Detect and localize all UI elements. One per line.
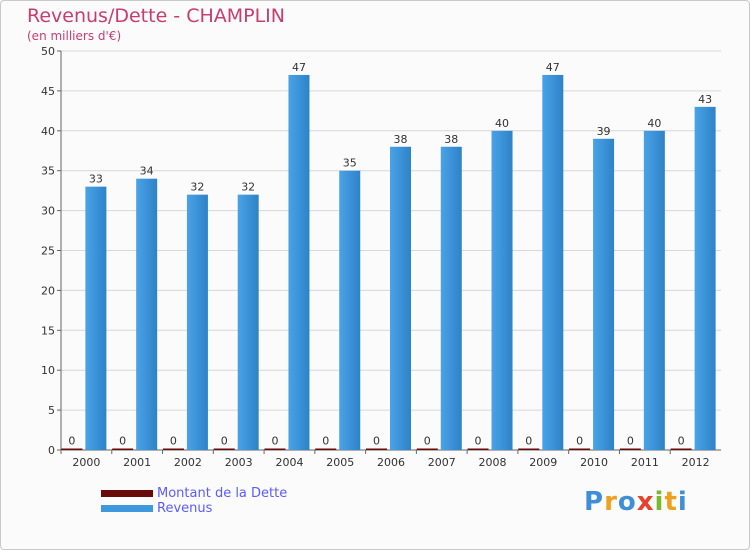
y-tick-label: 5 <box>48 404 55 417</box>
data-label-dette: 0 <box>678 435 685 448</box>
bar-dette <box>671 449 692 451</box>
logo-letter: r <box>604 487 618 517</box>
bar-revenus <box>390 147 411 450</box>
bar-revenus <box>644 131 665 450</box>
x-tick-label: 2008 <box>479 456 507 469</box>
bar-revenus <box>136 179 157 450</box>
bar-dette <box>264 449 285 451</box>
x-tick-label: 2001 <box>123 456 151 469</box>
data-label-dette: 0 <box>170 435 177 448</box>
x-tick-label: 2011 <box>631 456 659 469</box>
x-tick-label: 2005 <box>326 456 354 469</box>
bar-dette <box>620 449 641 451</box>
data-label-revenus: 35 <box>343 157 357 170</box>
bar-revenus <box>593 139 614 450</box>
y-tick-label: 20 <box>41 284 55 297</box>
bar-revenus <box>441 147 462 450</box>
data-label-dette: 0 <box>271 435 278 448</box>
data-label-revenus: 40 <box>647 117 661 130</box>
x-tick-label: 2010 <box>580 456 608 469</box>
bar-revenus <box>85 187 106 450</box>
data-label-dette: 0 <box>68 435 75 448</box>
data-label-revenus: 32 <box>190 181 204 194</box>
data-label-revenus: 32 <box>241 181 255 194</box>
bar-revenus <box>288 75 309 450</box>
logo-letter: t <box>664 487 677 517</box>
y-tick-label: 45 <box>41 85 55 98</box>
data-label-dette: 0 <box>119 435 126 448</box>
legend-swatch-dette <box>101 490 153 497</box>
data-label-revenus: 38 <box>444 133 458 146</box>
bar-revenus <box>339 171 360 450</box>
data-label-dette: 0 <box>424 435 431 448</box>
bar-dette <box>518 449 539 451</box>
data-label-revenus: 38 <box>394 133 408 146</box>
data-label-revenus: 40 <box>495 117 509 130</box>
bar-dette <box>112 449 133 451</box>
y-tick-label: 10 <box>41 364 55 377</box>
bar-dette <box>61 449 82 451</box>
bar-dette <box>366 449 387 451</box>
legend-swatch-revenus <box>101 505 153 512</box>
x-tick-label: 2002 <box>174 456 202 469</box>
bar-dette <box>214 449 235 451</box>
bar-dette <box>468 449 489 451</box>
logo-letter: P <box>584 487 604 517</box>
data-label-dette: 0 <box>475 435 482 448</box>
bar-dette <box>163 449 184 451</box>
data-label-revenus: 47 <box>292 61 306 74</box>
x-tick-label: 2000 <box>72 456 100 469</box>
bar-revenus <box>542 75 563 450</box>
data-label-dette: 0 <box>627 435 634 448</box>
data-label-dette: 0 <box>525 435 532 448</box>
data-label-revenus: 39 <box>597 125 611 138</box>
y-tick-label: 30 <box>41 205 55 218</box>
data-label-revenus: 34 <box>140 165 154 178</box>
x-tick-label: 2003 <box>225 456 253 469</box>
bar-dette <box>315 449 336 451</box>
legend-label-dette: Montant de la Dette <box>157 486 287 501</box>
data-label-revenus: 47 <box>546 61 560 74</box>
bar-revenus <box>238 195 259 450</box>
bar-revenus <box>695 107 716 450</box>
x-tick-label: 2006 <box>377 456 405 469</box>
bar-dette <box>417 449 438 451</box>
data-label-revenus: 43 <box>698 93 712 106</box>
data-label-dette: 0 <box>322 435 329 448</box>
logo-letter: i <box>678 487 688 517</box>
y-tick-label: 25 <box>41 245 55 258</box>
data-label-dette: 0 <box>221 435 228 448</box>
y-tick-label: 15 <box>41 324 55 337</box>
y-tick-label: 40 <box>41 125 55 138</box>
proxiti-logo: Proxiti <box>584 487 688 517</box>
x-tick-label: 2012 <box>682 456 710 469</box>
x-tick-label: 2009 <box>529 456 557 469</box>
data-label-dette: 0 <box>576 435 583 448</box>
x-tick-label: 2004 <box>275 456 303 469</box>
data-label-revenus: 33 <box>89 173 103 186</box>
legend-label-revenus: Revenus <box>157 501 212 516</box>
logo-letter: o <box>618 487 637 517</box>
bar-dette <box>569 449 590 451</box>
x-tick-label: 2007 <box>428 456 456 469</box>
y-tick-label: 35 <box>41 165 55 178</box>
bar-revenus <box>187 195 208 450</box>
logo-letter: i <box>655 487 665 517</box>
y-tick-label: 50 <box>41 45 55 58</box>
y-tick-label: 0 <box>48 444 55 457</box>
data-label-dette: 0 <box>373 435 380 448</box>
bar-revenus <box>492 131 513 450</box>
logo-letter: x <box>637 487 655 517</box>
